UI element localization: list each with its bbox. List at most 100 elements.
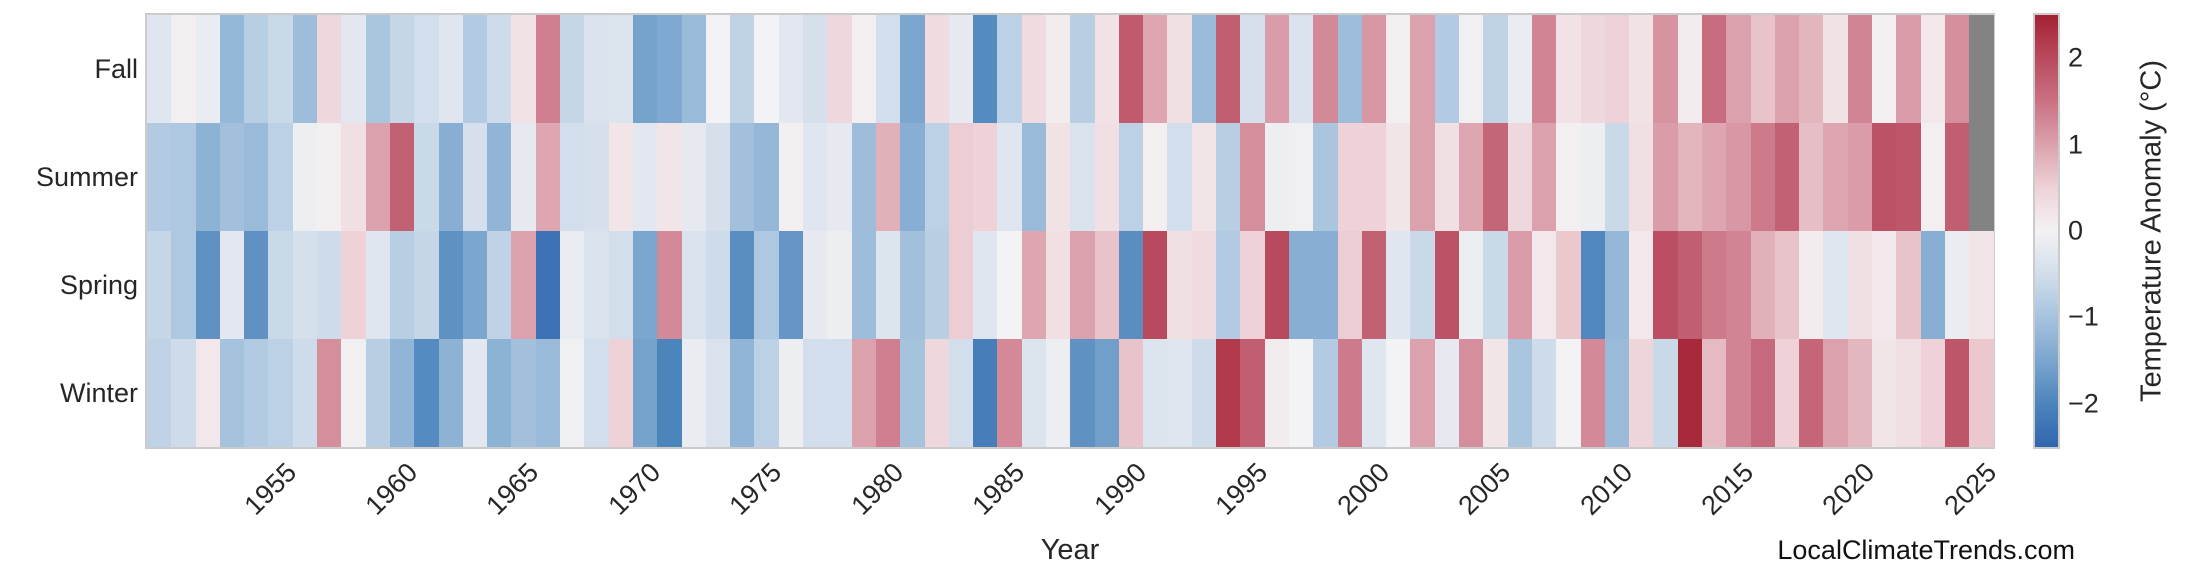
heatmap-cell <box>414 15 439 123</box>
heatmap-cell <box>1483 339 1508 447</box>
watermark-text: LocalClimateTrends.com <box>1777 535 2075 565</box>
heatmap-row-fall <box>147 15 1994 123</box>
heatmap-cell <box>195 123 220 231</box>
heatmap-cell <box>389 231 415 339</box>
heatmap-cell <box>1677 231 1702 339</box>
heatmap-cell <box>851 123 876 231</box>
heatmap-cell <box>1799 231 1824 339</box>
heatmap-cell <box>511 231 536 339</box>
heatmap-cell <box>1483 231 1508 339</box>
heatmap-cell <box>462 339 488 447</box>
x-tick-label-1995: 1995 <box>1209 457 1274 521</box>
y-tick-label-spring: Spring <box>59 270 138 300</box>
heatmap-cell <box>1264 15 1289 123</box>
heatmap-cell <box>1288 339 1314 447</box>
heatmap-cell <box>1337 339 1362 447</box>
heatmap-cell <box>1872 15 1897 123</box>
heatmap-cell <box>1799 15 1824 123</box>
heatmap-cell <box>608 15 633 123</box>
heatmap-cell <box>487 339 512 447</box>
heatmap-cell <box>657 339 682 447</box>
heatmap-cell <box>1288 15 1314 123</box>
heatmap-cell <box>1702 231 1727 339</box>
heatmap-cell <box>1823 231 1848 339</box>
heatmap-cell <box>1410 15 1435 123</box>
heatmap-cell <box>147 123 172 231</box>
heatmap-cell <box>1580 15 1605 123</box>
heatmap-cell <box>1094 339 1119 447</box>
heatmap-cell <box>219 123 245 231</box>
heatmap-cell <box>244 339 269 447</box>
heatmap-cell <box>1580 231 1605 339</box>
heatmap-cell <box>1143 231 1168 339</box>
heatmap-cell <box>1774 15 1800 123</box>
heatmap-cell <box>681 231 706 339</box>
heatmap-cell <box>317 231 342 339</box>
heatmap-cell <box>1264 123 1289 231</box>
heatmap-cell <box>973 15 998 123</box>
heatmap-cell <box>1677 15 1702 123</box>
heatmap-cell <box>560 15 585 123</box>
heatmap-cell <box>1653 123 1678 231</box>
heatmap-cell <box>754 339 779 447</box>
heatmap-cell <box>268 231 293 339</box>
x-tick-label-1970: 1970 <box>602 457 667 521</box>
colorbar-tick-label-1: 1 <box>2068 129 2084 160</box>
heatmap-cell <box>462 231 488 339</box>
heatmap-cell <box>171 123 196 231</box>
heatmap-cell <box>997 231 1022 339</box>
x-tick-label-2025: 2025 <box>1938 457 2003 521</box>
heatmap-cell <box>1944 231 1970 339</box>
heatmap-cell <box>1337 123 1362 231</box>
heatmap-cell <box>1507 231 1532 339</box>
heatmap-cell <box>1531 231 1557 339</box>
heatmap-cell <box>1774 123 1800 231</box>
heatmap-cell <box>1847 123 1873 231</box>
heatmap-cell <box>244 15 269 123</box>
colorbar <box>2033 13 2060 449</box>
heatmap-cell <box>1118 231 1144 339</box>
heatmap-cell <box>924 339 949 447</box>
heatmap-cell <box>1799 123 1824 231</box>
heatmap-cell <box>1337 15 1362 123</box>
heatmap-cell <box>1969 231 1994 339</box>
heatmap-cell <box>1240 231 1265 339</box>
heatmap-cell <box>730 123 755 231</box>
heatmap-cell <box>1118 15 1144 123</box>
heatmap-cell <box>681 123 706 231</box>
heatmap-cell <box>1750 231 1775 339</box>
heatmap-cell <box>681 15 706 123</box>
heatmap-plot-area <box>145 13 1995 449</box>
heatmap-cell <box>827 123 852 231</box>
heatmap-cell <box>1629 231 1654 339</box>
heatmap-cell <box>1629 123 1654 231</box>
heatmap-cell <box>681 339 706 447</box>
x-tick-label-2005: 2005 <box>1452 457 1517 521</box>
heatmap-cell <box>341 339 366 447</box>
heatmap-cell <box>875 123 901 231</box>
heatmap-cell <box>1021 339 1046 447</box>
heatmap-cell <box>1629 339 1654 447</box>
heatmap-cell <box>1434 123 1460 231</box>
heatmap-cell <box>1167 123 1192 231</box>
heatmap-cell <box>535 231 561 339</box>
heatmap-cell <box>1750 15 1775 123</box>
heatmap-cell <box>584 339 609 447</box>
heatmap-cell <box>1920 15 1945 123</box>
heatmap-cell <box>1045 123 1071 231</box>
heatmap-cell <box>1094 123 1119 231</box>
heatmap-cell <box>1434 339 1460 447</box>
heatmap-cell <box>1021 15 1046 123</box>
heatmap-cell <box>1896 15 1921 123</box>
heatmap-row-winter <box>147 339 1994 447</box>
heatmap-cell <box>851 15 876 123</box>
heatmap-cell <box>1337 231 1362 339</box>
heatmap-cell <box>948 123 974 231</box>
heatmap-cell <box>1459 15 1484 123</box>
colorbar-tick-label-0: 0 <box>2068 215 2084 246</box>
heatmap-cell <box>730 231 755 339</box>
heatmap-cell <box>268 339 293 447</box>
heatmap-cell <box>365 231 390 339</box>
heatmap-cell <box>1653 15 1678 123</box>
heatmap-cell <box>1434 15 1460 123</box>
